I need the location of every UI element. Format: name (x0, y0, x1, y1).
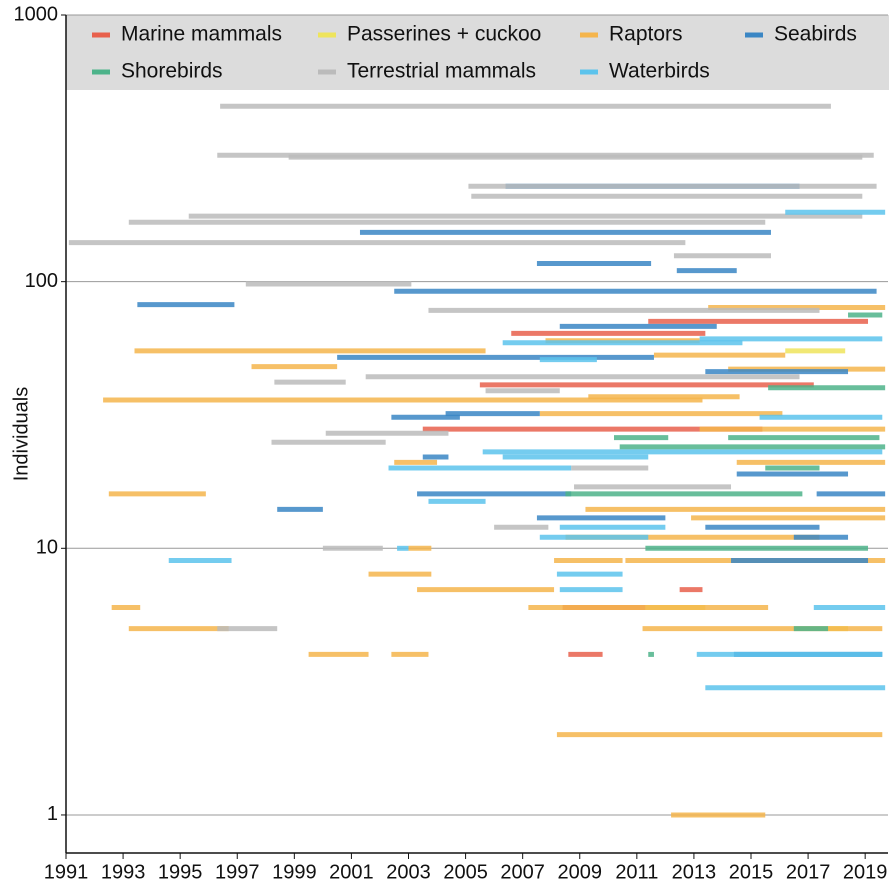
x-tick-label: 2003 (386, 861, 431, 883)
legend-label: Seabirds (774, 23, 857, 46)
y-axis-label: Individuals (10, 387, 32, 482)
x-tick-label: 1995 (158, 861, 203, 883)
y-tick-label: 1 (47, 803, 58, 825)
x-tick-label: 2005 (443, 861, 488, 883)
x-tick-label: 2007 (500, 861, 545, 883)
y-tick-label: 1000 (14, 3, 59, 25)
x-tick-label: 1999 (272, 861, 317, 883)
x-tick-label: 2011 (615, 861, 658, 883)
legend-label: Passerines + cuckoo (347, 23, 541, 46)
y-tick-label: 100 (25, 270, 58, 292)
x-tick-label: 2017 (786, 861, 831, 883)
x-tick-label: 1993 (101, 861, 146, 883)
legend-background (66, 15, 889, 90)
legend-label: Shorebirds (121, 60, 223, 83)
x-tick-label: 2013 (672, 861, 717, 883)
legend-label: Raptors (609, 23, 683, 46)
y-tick-label: 10 (36, 537, 58, 559)
x-tick-label: 2015 (729, 861, 774, 883)
legend-label: Marine mammals (121, 23, 282, 46)
legend-label: Terrestrial mammals (347, 60, 536, 83)
x-tick-label: 1997 (215, 861, 260, 883)
x-tick-label: 2001 (329, 861, 374, 883)
x-tick-label: 2019 (843, 861, 888, 883)
x-tick-label: 2009 (558, 861, 603, 883)
x-tick-label: 1991 (44, 861, 89, 883)
legend-label: Waterbirds (609, 60, 710, 83)
